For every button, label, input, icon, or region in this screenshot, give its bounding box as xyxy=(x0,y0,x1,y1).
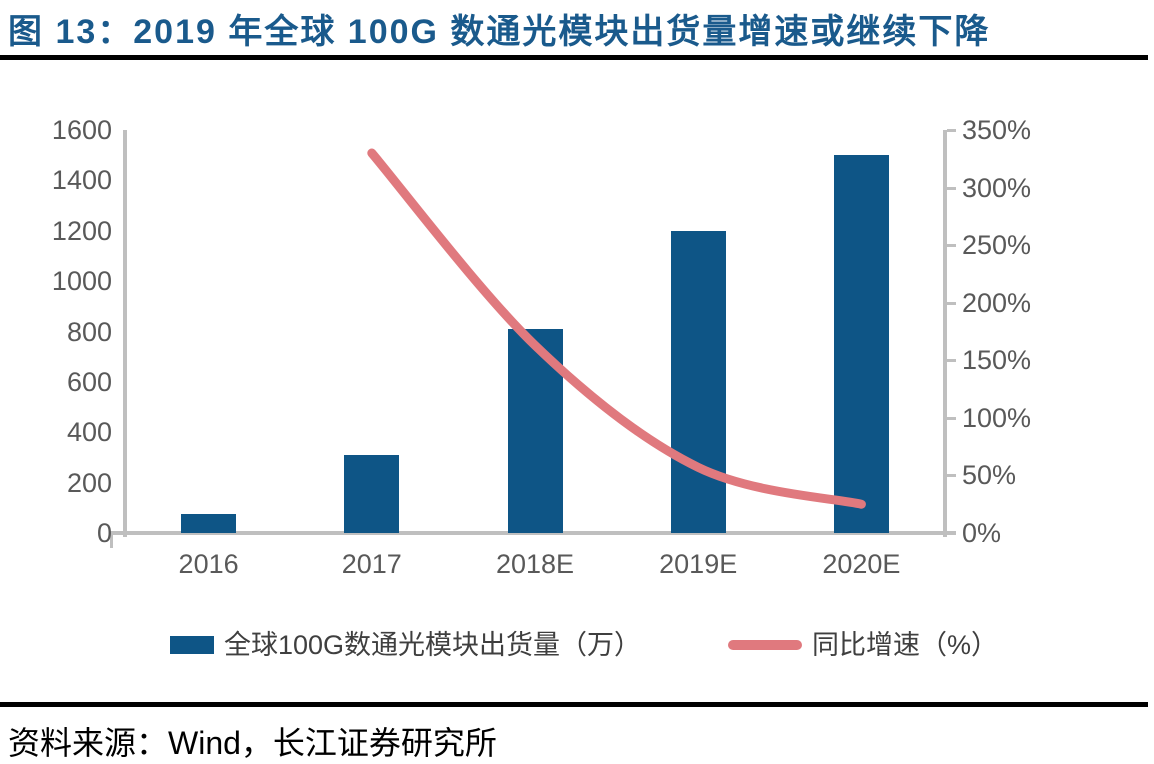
y-right-tick-mark xyxy=(947,244,956,248)
title-divider xyxy=(0,55,1148,60)
bar-2019E xyxy=(670,230,726,533)
y-right-tick-label: 50% xyxy=(962,460,1017,491)
bar-series-label: 全球100G数通光模块出货量（万） xyxy=(224,629,642,660)
y-right-tick-label: 350% xyxy=(962,115,1032,145)
x-category-label: 2020E xyxy=(822,549,901,579)
y-right-tick-mark xyxy=(947,416,956,420)
legend-item-shipments: 全球100G数通光模块出货量（万） xyxy=(170,630,641,660)
y-right-tick-mark xyxy=(947,359,956,363)
x-category-label: 2016 xyxy=(178,549,239,579)
y-left-tick-label: 800 xyxy=(66,316,112,347)
y-right-tick-mark xyxy=(947,129,956,132)
figure-title: 图 13：2019 年全球 100G 数通光模块出货量增速或继续下降 xyxy=(8,13,991,51)
y-left-tick-label: 1200 xyxy=(51,215,112,246)
source-note: 资料来源：Wind，长江证券研究所 xyxy=(8,725,497,761)
x-category-label: 2019E xyxy=(659,549,738,579)
y-left-tick-label: 400 xyxy=(66,417,112,448)
y-right-tick-label: 0% xyxy=(962,518,1002,548)
source-divider xyxy=(0,702,1148,707)
y-right-tick-mark xyxy=(947,186,956,190)
bar-2020E xyxy=(833,155,889,533)
y-right-tick-mark xyxy=(947,532,956,535)
y-left-tick-label: 1600 xyxy=(51,115,112,145)
y-right-tick-mark xyxy=(947,474,956,478)
x-axis-end-tick xyxy=(110,531,113,548)
y-left-tick-label: 1400 xyxy=(51,165,112,196)
x-category-label: 2017 xyxy=(341,549,402,579)
x-axis xyxy=(111,531,956,535)
line-series-swatch xyxy=(728,640,802,650)
y-right-tick-label: 200% xyxy=(962,287,1032,318)
y-right-tick-label: 150% xyxy=(962,345,1032,376)
combo-chart: 0 200 400 600 800 1000 1200 1400 1600 0% 50% 100% 15… xyxy=(51,115,1032,578)
y-axis-right xyxy=(943,130,947,537)
y-right-tick-mark xyxy=(947,301,956,305)
legend-item-growth: 同比增速（%） xyxy=(728,630,998,660)
bar-series-swatch xyxy=(170,636,214,654)
bar-2018E xyxy=(507,328,563,533)
y-right-tick-label: 250% xyxy=(962,230,1032,261)
bar-2017 xyxy=(344,454,400,533)
y-left-tick-label: 1000 xyxy=(51,266,112,297)
y-left-tick-label: 0 xyxy=(96,518,112,548)
y-left-tick-label: 200 xyxy=(66,467,112,498)
y-right-tick-label: 300% xyxy=(962,172,1032,203)
line-series-label: 同比增速（%） xyxy=(812,629,999,660)
y-left-tick-label: 600 xyxy=(66,366,112,397)
y-axis-left xyxy=(123,130,127,537)
x-category-label: 2018E xyxy=(495,549,575,579)
bar-2016 xyxy=(181,514,237,533)
y-right-tick-label: 100% xyxy=(962,402,1032,433)
